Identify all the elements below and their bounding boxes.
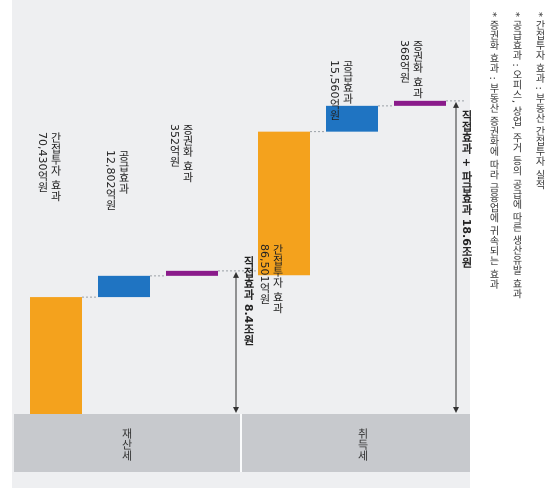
bar-securitization: [394, 100, 446, 106]
footnote-text: 증권화 효과 : 부동산 증권화에 따라 금융업에 귀속되는 효과: [487, 20, 498, 289]
chart-panel: [12, 0, 470, 488]
bar-value: 12,802억원: [104, 150, 117, 211]
total-label-combined: 직접효과 + 파급효과 18.6조원: [460, 110, 473, 268]
bar-value: 86,501억원: [258, 244, 271, 305]
bar-value: 15,560억원: [328, 60, 341, 121]
bar-name: 간접투자 효과: [271, 244, 284, 314]
arrow-head-up: [233, 271, 239, 278]
total-label-direct: 직접효과 8.4조원: [242, 256, 255, 346]
bar-securitization: [166, 270, 218, 276]
base-band: [242, 414, 470, 472]
bar-value: 368억원: [398, 40, 411, 83]
footnote: * 증권화 효과 : 부동산 증권화에 따라 금융업에 귀속되는 효과: [487, 12, 498, 289]
bar-supply: [98, 275, 150, 298]
arrow-head-up: [453, 101, 459, 108]
bar-name: 공급효과: [117, 150, 130, 194]
bar-label-supply-1: 공급효과 12,802억원: [104, 150, 130, 211]
bar-investment: [30, 297, 82, 414]
bar-name: 간접투자 효과: [49, 132, 62, 202]
footnote: * 공급효과 : 오피스, 상업, 주거 등의 공급에 따른 생산유발 효과: [510, 12, 521, 299]
bar-name: 공급효과: [341, 60, 354, 104]
bar-supply: [326, 105, 378, 132]
arrow-head-down: [233, 407, 239, 413]
footnote-text: 간접투자 효과 : 부동산 간접투자 실적: [533, 20, 544, 190]
bar-name: 증권화 효과: [411, 40, 424, 99]
base-label-property-tax: 재산세: [120, 428, 133, 461]
bar-investment: [258, 131, 310, 276]
footnotes: * 간접투자 효과 : 부동산 간접투자 실적 * 공급효과 : 오피스, 상업…: [482, 12, 548, 299]
bar-name: 증권화 효과: [181, 124, 194, 183]
bar-value: 352억원: [168, 124, 181, 167]
bar-label-investment-2: 간접투자 효과 86,501억원: [258, 244, 284, 314]
base-label-acquisition-tax: 취득세: [356, 428, 369, 461]
footnote-text: 공급효과 : 오피스, 상업, 주거 등의 공급에 따른 생산유발 효과: [510, 20, 521, 299]
bar-label-rights-2: 증권화 효과 368억원: [398, 40, 424, 99]
bar-label-investment-1: 간접투자 효과 70,430억원: [36, 132, 62, 202]
bar-label-supply-2: 공급효과 15,560억원: [328, 60, 354, 121]
bar-value: 70,430억원: [36, 132, 49, 193]
footnote: * 간접투자 효과 : 부동산 간접투자 실적: [533, 12, 544, 190]
base-band: [14, 414, 240, 472]
bar-label-rights-1: 증권화 효과 352억원: [168, 124, 194, 183]
arrow-head-down: [453, 407, 459, 413]
